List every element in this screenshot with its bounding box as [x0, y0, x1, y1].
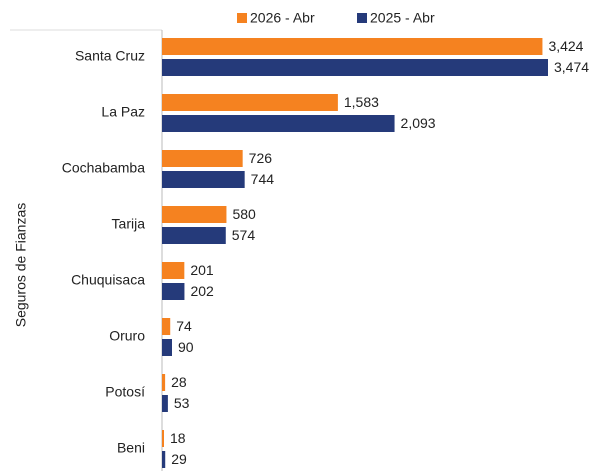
value-label: 53 — [174, 395, 190, 411]
bar — [162, 283, 185, 300]
value-label: 1,583 — [344, 94, 379, 110]
value-label: 201 — [190, 262, 214, 278]
y-tick-label: Beni — [117, 440, 145, 456]
bar — [162, 206, 227, 223]
value-label: 29 — [171, 451, 187, 467]
y-tick-label: Cochabamba — [62, 160, 145, 176]
bar — [162, 374, 166, 391]
value-label: 580 — [232, 206, 256, 222]
y-tick-label: La Paz — [101, 104, 145, 120]
value-label: 74 — [176, 318, 192, 334]
legend-swatch — [357, 13, 367, 23]
legend-label: 2026 - Abr — [250, 10, 315, 26]
value-label: 3,424 — [548, 38, 583, 54]
bar — [162, 227, 226, 244]
value-label: 574 — [232, 227, 256, 243]
bar — [162, 395, 168, 412]
value-label: 726 — [249, 150, 273, 166]
bar — [162, 150, 243, 167]
y-tick-label: Tarija — [112, 216, 146, 232]
y-tick-label: Oruro — [109, 328, 145, 344]
bar — [162, 59, 548, 76]
value-label: 90 — [178, 339, 194, 355]
bar — [162, 262, 185, 279]
legend-swatch — [237, 13, 247, 23]
bar — [162, 339, 172, 356]
bar — [162, 38, 543, 55]
bar — [162, 115, 395, 132]
value-label: 744 — [251, 171, 275, 187]
bar — [162, 430, 164, 447]
value-label: 28 — [171, 374, 187, 390]
y-tick-label: Potosí — [105, 384, 145, 400]
legend-label: 2025 - Abr — [370, 10, 435, 26]
bar — [162, 451, 166, 468]
bar — [162, 94, 338, 111]
y-axis-label: Seguros de Fianzas — [13, 203, 29, 328]
value-label: 3,474 — [554, 59, 589, 75]
value-label: 18 — [170, 430, 186, 446]
y-tick-label: Santa Cruz — [75, 48, 145, 64]
y-tick-label: Chuquisaca — [71, 272, 145, 288]
bar — [162, 171, 245, 188]
bar — [162, 318, 171, 335]
value-label: 2,093 — [401, 115, 436, 131]
value-label: 202 — [190, 283, 214, 299]
